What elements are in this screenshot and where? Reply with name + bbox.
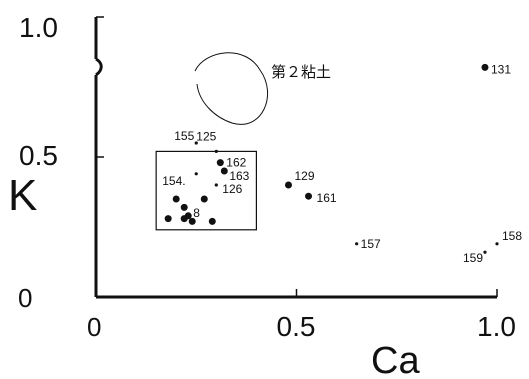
scatter-point: [220, 167, 228, 175]
marks-group: [155, 52, 499, 254]
point-label: 131: [491, 62, 511, 76]
scatter-point: [180, 215, 188, 223]
y-axis-label: K: [8, 171, 37, 220]
point-label: 155: [174, 129, 194, 143]
x-tick-label: 0.5: [277, 311, 316, 342]
y-tick-label: 0: [18, 283, 32, 313]
group-annotation: 第２粘土: [271, 63, 331, 81]
point-label: 161: [317, 191, 337, 205]
axes-group: [94, 16, 498, 299]
point-label: 158: [502, 229, 522, 243]
group-outline: [194, 52, 269, 125]
scatter-point: [172, 195, 180, 203]
point-label: 163: [229, 169, 249, 183]
scatter-point: [495, 242, 499, 246]
scatter-point: [208, 217, 216, 225]
point-label: 162: [226, 156, 246, 170]
point-label: 129: [294, 169, 314, 183]
point-label: 125: [196, 129, 216, 143]
scatter-point: [214, 149, 218, 153]
x-tick-label: 0: [87, 312, 101, 342]
scatter-point: [164, 215, 172, 223]
point-label: 154.: [162, 174, 185, 188]
scatter-point: [180, 203, 188, 211]
scatter-point: [305, 192, 313, 200]
scatter-point: [200, 195, 208, 203]
point-label: 159: [463, 251, 483, 265]
scatter-point: [481, 63, 489, 71]
point-label: 126: [222, 182, 242, 196]
scatter-point: [194, 172, 198, 176]
scatter-point: [194, 141, 198, 145]
y-axis-break: [95, 57, 103, 77]
scatter-point: [216, 159, 224, 167]
group-box: [155, 150, 257, 231]
scatter-point: [355, 242, 359, 246]
point-label: 8: [193, 206, 200, 220]
y-tick-label: 0.5: [19, 140, 58, 171]
scatter-point: [214, 183, 218, 187]
x-tick-label: 1.0: [477, 311, 516, 342]
scatter-point: [483, 250, 487, 254]
point-label: 157: [361, 237, 381, 251]
scatter-point: [188, 217, 196, 225]
x-axis-label: Ca: [371, 340, 420, 379]
y-tick-label: 1.0: [19, 12, 58, 43]
scatter-point: [284, 181, 292, 189]
